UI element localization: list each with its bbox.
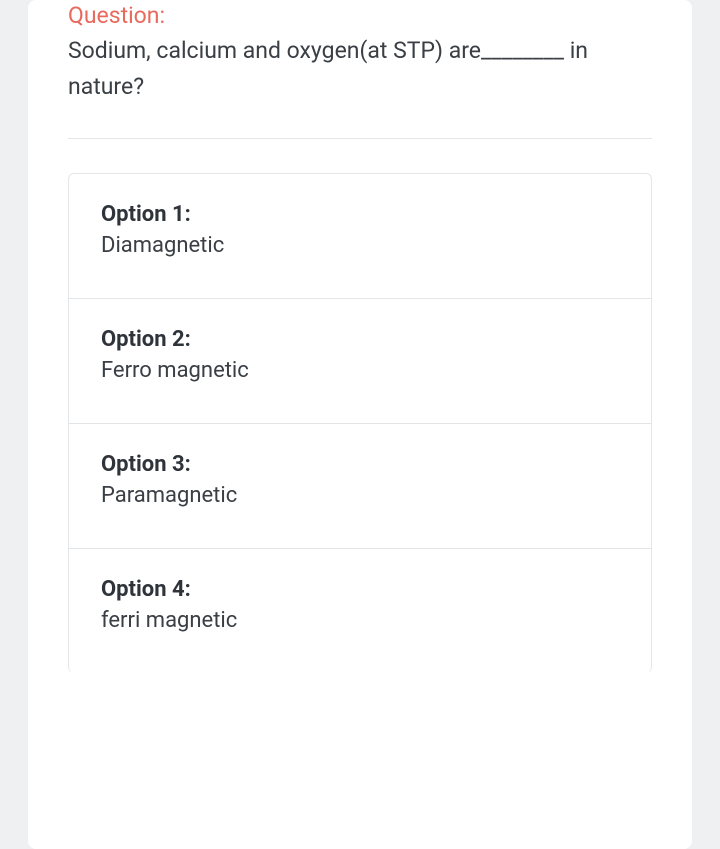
option-text: Diamagnetic bbox=[101, 233, 619, 258]
option-label: Option 4: bbox=[101, 577, 619, 602]
question-label: Question: bbox=[68, 0, 652, 29]
question-card: Question: Sodium, calcium and oxygen(at … bbox=[28, 0, 692, 849]
option-label: Option 3: bbox=[101, 452, 619, 477]
options-list: Option 1: Diamagnetic Option 2: Ferro ma… bbox=[68, 173, 652, 673]
divider bbox=[68, 138, 652, 139]
option-label: Option 1: bbox=[101, 202, 619, 227]
option-item[interactable]: Option 4: ferri magnetic bbox=[69, 549, 651, 673]
option-text: Paramagnetic bbox=[101, 483, 619, 508]
option-item[interactable]: Option 1: Diamagnetic bbox=[69, 174, 651, 299]
question-text: Sodium, calcium and oxygen(at STP) are__… bbox=[68, 33, 652, 104]
option-label: Option 2: bbox=[101, 327, 619, 352]
option-item[interactable]: Option 2: Ferro magnetic bbox=[69, 299, 651, 424]
option-text: Ferro magnetic bbox=[101, 358, 619, 383]
option-text: ferri magnetic bbox=[101, 608, 619, 633]
option-item[interactable]: Option 3: Paramagnetic bbox=[69, 424, 651, 549]
